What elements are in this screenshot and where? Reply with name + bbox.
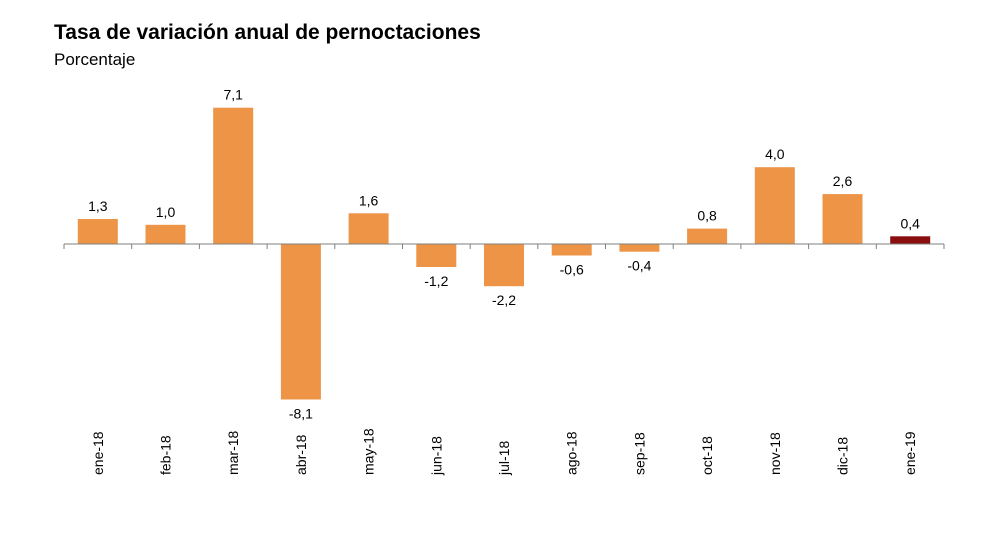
bar-dic-18 [822,194,863,244]
data-label-ago-18: -0,6 [560,262,584,278]
data-label-ene-19: 0,4 [900,215,920,231]
x-tick-label-ago-18: ago-18 [564,431,580,475]
x-tick-label-dic-18: dic-18 [835,437,851,475]
bar-nov-18 [754,167,795,244]
bar-mar-18 [213,107,254,244]
bar-ago-18 [551,244,592,256]
x-tick-label-mar-18: mar-18 [225,430,241,475]
bars-group [77,107,931,400]
x-tick-label-ene-18: ene-18 [90,431,106,475]
x-tick-label-abr-18: abr-18 [293,434,309,475]
data-label-oct-18: 0,8 [697,208,717,224]
data-label-ene-18: 1,3 [88,198,108,214]
data-label-dic-18: 2,6 [833,173,853,189]
data-label-sep-18: -0,4 [627,258,651,274]
x-axis [63,243,945,249]
data-label-jul-18: -2,2 [492,292,516,308]
x-tick-labels-group: ene-18 feb-18 mar-18 abr-18 may-18 jun-18 jul-… [90,428,918,476]
bar-oct-18 [687,228,728,244]
bar-sep-18 [619,244,660,252]
chart-title: Tasa de variación anual de pernoctacione… [54,21,481,44]
data-label-nov-18: 4,0 [765,146,785,162]
bar-ene-19 [890,236,931,244]
data-label-feb-18: 1,0 [156,204,176,220]
bar-ene-18 [77,219,118,244]
data-label-may-18: 1,6 [359,192,379,208]
data-labels-group: 1,3 1,0 7,1 -8,1 1,6 -1,2 -2,2 -0,6 -0,4 0,8 4,0 2,… [88,87,920,422]
data-label-jun-18: -1,2 [424,273,448,289]
bar-feb-18 [145,224,186,244]
bar-jul-18 [484,244,524,287]
x-tick-label-may-18: may-18 [361,428,377,475]
bar-jun-18 [416,244,457,267]
x-tick-label-sep-18: sep-18 [631,432,647,475]
x-tick-label-oct-18: oct-18 [699,436,715,475]
bar-abr-18 [280,244,321,400]
bar-may-18 [348,213,389,244]
x-tick-label-jun-18: jun-18 [428,436,444,476]
x-tick-label-feb-18: feb-18 [158,435,174,475]
chart-subtitle: Porcentaje [54,50,136,69]
x-tick-label-jul-18: jul-18 [496,441,512,476]
data-label-abr-18: -8,1 [289,406,313,422]
x-tick-label-ene-19: ene-19 [902,431,918,475]
x-tick-label-nov-18: nov-18 [767,432,783,475]
data-label-mar-18: 7,1 [223,87,243,103]
